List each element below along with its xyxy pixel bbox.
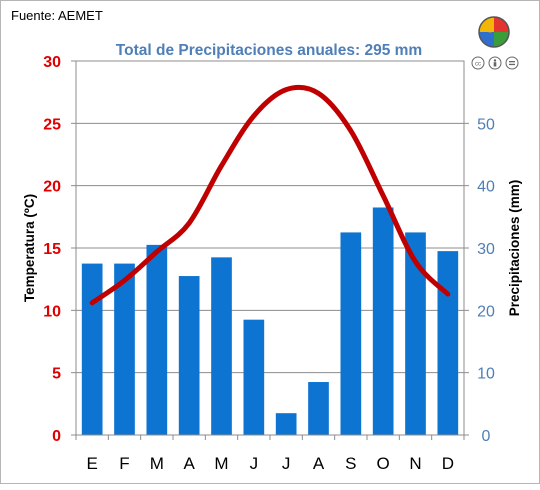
precipitation-bar <box>146 244 168 435</box>
x-axis-tick-label: M <box>214 454 228 473</box>
precipitation-bar <box>372 207 394 435</box>
left-axis-label: Temperatura (ºC) <box>22 194 37 302</box>
precipitation-bar <box>81 263 103 435</box>
precipitation-bar <box>211 257 232 435</box>
right-axis-tick-label: 30 <box>477 241 495 258</box>
left-axis-tick-label: 15 <box>43 241 61 258</box>
no-derivatives-icon <box>505 56 519 70</box>
x-axis-tick-label: S <box>345 454 356 473</box>
left-axis-tick-label: 10 <box>43 303 61 320</box>
precipitation-bar <box>405 232 426 435</box>
precipitation-bar <box>340 232 362 435</box>
x-axis-tick-label: A <box>313 454 325 473</box>
x-axis-tick-label: E <box>86 454 97 473</box>
right-axis-label: Precipitaciones (mm) <box>507 180 522 317</box>
right-axis-tick-label: 10 <box>477 366 495 383</box>
cc-license-icon: cc <box>471 56 485 70</box>
right-axis-tick-label: 50 <box>477 116 495 133</box>
x-axis-tick-label: A <box>183 454 195 473</box>
left-axis-tick-label: 5 <box>52 366 61 383</box>
chart-title: Total de Precipitaciones anuales: 295 mm <box>116 42 422 59</box>
puzzle-logo-icon <box>478 16 510 48</box>
left-axis-tick-label: 30 <box>43 54 61 71</box>
source-label: Fuente: AEMET <box>11 8 103 23</box>
temperature-line <box>89 84 451 306</box>
x-axis-tick-label: D <box>442 454 454 473</box>
precipitation-bar <box>437 251 459 435</box>
x-axis-tick-label: J <box>250 454 259 473</box>
left-axis-tick-label: 0 <box>52 428 61 445</box>
right-axis-tick-label: 20 <box>477 303 495 320</box>
left-axis-tick-label: 20 <box>43 179 61 196</box>
x-axis-tick-label: M <box>150 454 164 473</box>
x-axis-tick-label: F <box>119 454 129 473</box>
precipitation-bar <box>114 263 135 435</box>
right-axis-tick-label: 40 <box>477 179 495 196</box>
x-axis-tick-label: N <box>409 454 421 473</box>
right-axis-tick-label: 0 <box>482 428 491 445</box>
precipitation-bar <box>243 319 265 435</box>
x-axis-tick-label: J <box>282 454 291 473</box>
precipitation-bar <box>275 413 297 435</box>
attribution-icon <box>488 56 502 70</box>
svg-text:cc: cc <box>475 62 481 68</box>
x-axis-tick-label: O <box>377 454 390 473</box>
precipitation-bar <box>178 276 200 435</box>
precipitation-bar <box>308 382 329 435</box>
left-axis-tick-label: 25 <box>43 116 61 133</box>
